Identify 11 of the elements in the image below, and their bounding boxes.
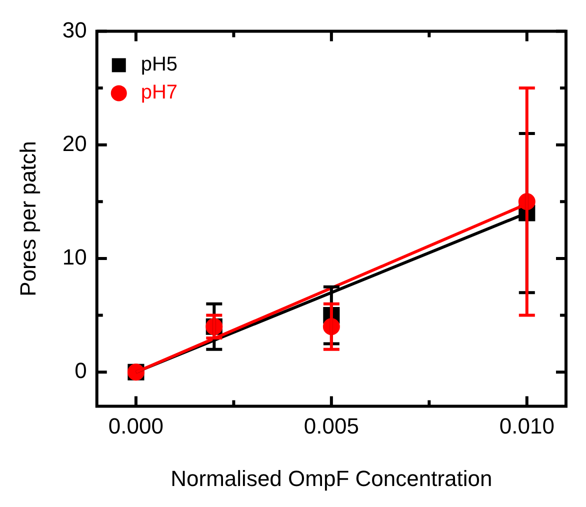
legend-label: pH7	[140, 82, 178, 104]
legend-label: pH5	[140, 54, 178, 76]
x-tick-label: 0.010	[499, 413, 554, 438]
x-tick-label: 0.000	[108, 413, 164, 438]
y-tick-label: 0	[74, 358, 87, 384]
y-tick-label: 30	[62, 17, 87, 42]
y-tick-label: 20	[62, 130, 87, 156]
x-axis-title: Normalised OmpF Concentration	[170, 466, 492, 491]
y-axis-title: Pores per patch	[15, 141, 40, 296]
y-tick-label: 10	[62, 244, 87, 270]
x-tick-label: 0.005	[304, 413, 359, 438]
